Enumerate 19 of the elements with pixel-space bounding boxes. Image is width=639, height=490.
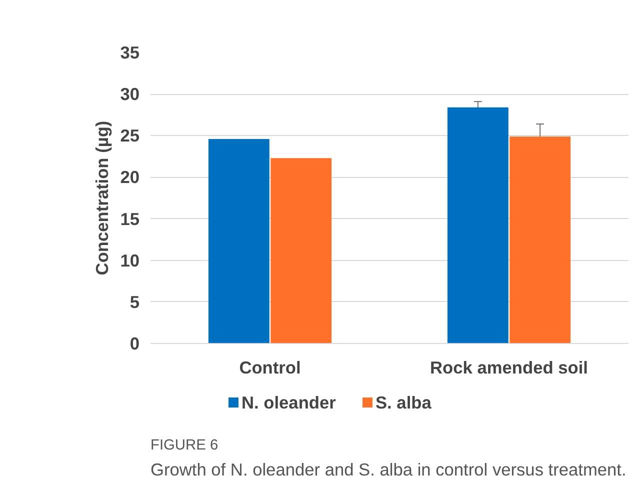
y-axis-title: Concentration (µg) <box>92 120 112 276</box>
caption: FIGURE 6 <box>150 438 218 454</box>
y-tick-label: 35 <box>120 42 140 62</box>
bar <box>208 138 270 344</box>
y-tick-label: 30 <box>120 84 140 104</box>
y-tick-label: 0 <box>130 334 140 354</box>
bar <box>270 158 332 344</box>
bar <box>510 136 571 344</box>
y-tick-label: 10 <box>120 250 140 270</box>
legend-label: N. oleander <box>242 392 336 412</box>
x-tick-label: Control <box>239 358 301 378</box>
y-tick-label: 5 <box>130 292 140 312</box>
x-tick-label: Rock amended soil <box>430 358 588 378</box>
y-tick-label: 25 <box>120 126 140 146</box>
y-tick-label: 20 <box>120 167 140 188</box>
y-tick-label: 15 <box>120 208 140 229</box>
text: Growth of N. oleander and S. alba in control versus treatment. <box>150 460 626 480</box>
bar <box>447 107 508 344</box>
legend-label: S. alba <box>376 392 432 412</box>
